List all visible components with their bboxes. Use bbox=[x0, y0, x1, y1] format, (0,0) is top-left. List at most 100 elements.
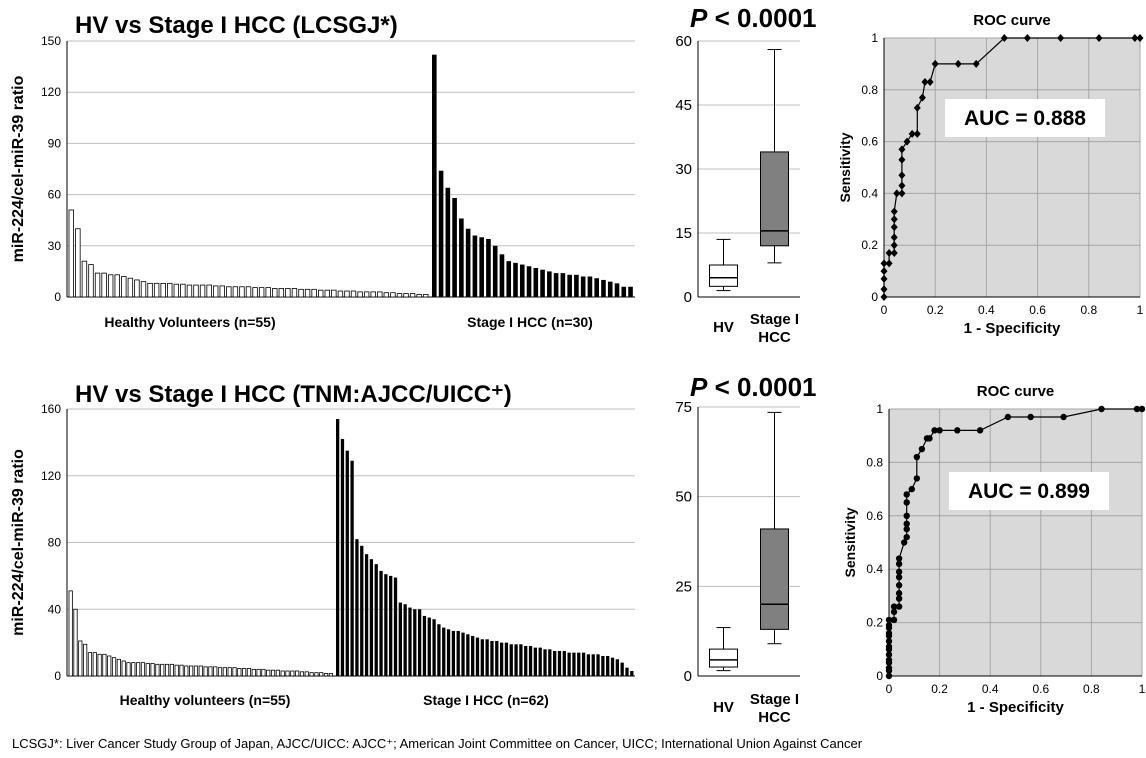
bar-hv bbox=[311, 288, 317, 298]
bar-hcc bbox=[442, 627, 446, 676]
bar-hv bbox=[140, 662, 146, 677]
roc-point bbox=[885, 616, 893, 624]
y-tick-label: 0.6 bbox=[861, 135, 878, 149]
bar-hv bbox=[102, 653, 107, 677]
bar-hcc bbox=[533, 647, 538, 676]
chart-title: ROC curve bbox=[977, 383, 1055, 400]
bar-hcc bbox=[355, 539, 359, 676]
box-hcc bbox=[760, 528, 789, 630]
bar-hv bbox=[136, 662, 141, 677]
bar-hv bbox=[101, 272, 107, 298]
bar-hv bbox=[107, 274, 114, 298]
bar-hv bbox=[212, 285, 219, 298]
bar-hcc bbox=[446, 629, 451, 676]
bar-hcc bbox=[456, 630, 460, 676]
bar-hv bbox=[206, 284, 212, 298]
roc-point bbox=[903, 499, 910, 506]
bar-hcc bbox=[580, 276, 586, 297]
bar-hv bbox=[227, 667, 232, 677]
bar-chart-0: HV vs Stage I HCC (LCSGJ*) miR-224/cel-mi… bbox=[10, 12, 635, 330]
y-tick-label: 1 bbox=[871, 31, 878, 45]
bar-hv bbox=[81, 260, 88, 298]
bar-hcc bbox=[479, 237, 484, 297]
bar-hv bbox=[314, 672, 319, 677]
auc-box bbox=[945, 99, 1105, 137]
y-tick-label: 0 bbox=[54, 290, 61, 304]
roc-point bbox=[1057, 34, 1065, 42]
bar-hcc bbox=[379, 570, 383, 676]
y-tick-label: 120 bbox=[41, 85, 61, 99]
bar-hv bbox=[219, 285, 225, 298]
bar-hv bbox=[275, 669, 280, 677]
series-label: Stage I HCC (n=30) bbox=[467, 314, 593, 330]
bar-hcc bbox=[495, 640, 499, 676]
roc-point bbox=[926, 78, 934, 87]
roc-point bbox=[903, 512, 910, 519]
bar-hv bbox=[147, 282, 153, 298]
roc-point bbox=[898, 145, 906, 154]
bar-hv bbox=[83, 643, 88, 677]
bar-hcc bbox=[452, 198, 457, 297]
bar-hv bbox=[357, 291, 363, 298]
bar-hcc bbox=[581, 652, 586, 676]
bar-hv bbox=[193, 665, 199, 677]
plot-area bbox=[889, 409, 1142, 676]
bar-hv bbox=[246, 668, 252, 677]
bar-hcc bbox=[596, 654, 600, 676]
bar-hv bbox=[121, 276, 127, 298]
bar-hv bbox=[121, 660, 126, 677]
bar-hcc bbox=[506, 261, 512, 297]
roc-point bbox=[895, 595, 903, 602]
x-tick-label: 0.6 bbox=[1029, 303, 1046, 317]
bar-hv bbox=[390, 292, 396, 298]
bar-hcc bbox=[625, 667, 629, 676]
bar-hcc bbox=[601, 279, 606, 297]
bar-hv bbox=[318, 289, 324, 298]
roc-point bbox=[885, 638, 893, 645]
roc-point bbox=[890, 207, 898, 216]
bar-hv bbox=[107, 655, 112, 677]
figure: HV vs Stage I HCC (LCSGJ*) miR-224/cel-mi… bbox=[10, 3, 1146, 726]
bar-hv bbox=[169, 663, 174, 677]
category-label: Stage I bbox=[750, 691, 799, 708]
x-tick-label: 0 bbox=[881, 303, 888, 317]
roc-point bbox=[921, 78, 929, 87]
roc-point bbox=[1000, 34, 1008, 42]
roc-point bbox=[1098, 405, 1105, 413]
bar-hv bbox=[150, 663, 155, 677]
roc-point bbox=[900, 539, 908, 546]
bar-hcc bbox=[591, 654, 595, 676]
roc-point bbox=[1004, 413, 1012, 421]
bar-hcc bbox=[509, 644, 513, 676]
y-tick-label: 0 bbox=[876, 669, 883, 683]
roc-point bbox=[976, 427, 984, 434]
bar-hcc bbox=[548, 649, 552, 676]
bar-hv bbox=[68, 209, 74, 298]
bar-hcc bbox=[567, 274, 572, 297]
bar-hv bbox=[173, 283, 180, 298]
bar-hcc bbox=[364, 554, 369, 676]
bar-hv bbox=[203, 666, 208, 677]
y-tick-label: 1 bbox=[876, 402, 883, 416]
roc-point bbox=[931, 427, 938, 434]
chart-title: ROC curve bbox=[973, 12, 1051, 29]
category-label: HCC bbox=[758, 709, 791, 726]
roc-point bbox=[898, 181, 906, 190]
roc-chart-5: ROC curve 0 0.2 0.4 0.6 0.8 1 0 0.2 0.4 0.6 0.8 1 1 -… bbox=[842, 383, 1146, 716]
bar-hcc bbox=[519, 644, 523, 676]
bar-hv bbox=[423, 294, 429, 298]
x-tick-label: 0.4 bbox=[982, 682, 999, 696]
bar-hcc bbox=[393, 577, 398, 676]
y-tick-label: 0.6 bbox=[866, 509, 883, 523]
roc-point bbox=[885, 672, 893, 680]
bar-hcc bbox=[513, 262, 518, 297]
bar-hv bbox=[145, 663, 150, 677]
y-tick-label: 0 bbox=[54, 669, 61, 683]
series-label: Stage I HCC (n=62) bbox=[423, 692, 549, 708]
roc-point bbox=[895, 603, 903, 610]
roc-point bbox=[880, 293, 888, 301]
x-tick-label: 1 bbox=[1139, 682, 1146, 696]
bar-hcc bbox=[471, 635, 475, 676]
y-tick-label: 0.4 bbox=[866, 562, 883, 576]
bar-hv bbox=[217, 667, 223, 677]
